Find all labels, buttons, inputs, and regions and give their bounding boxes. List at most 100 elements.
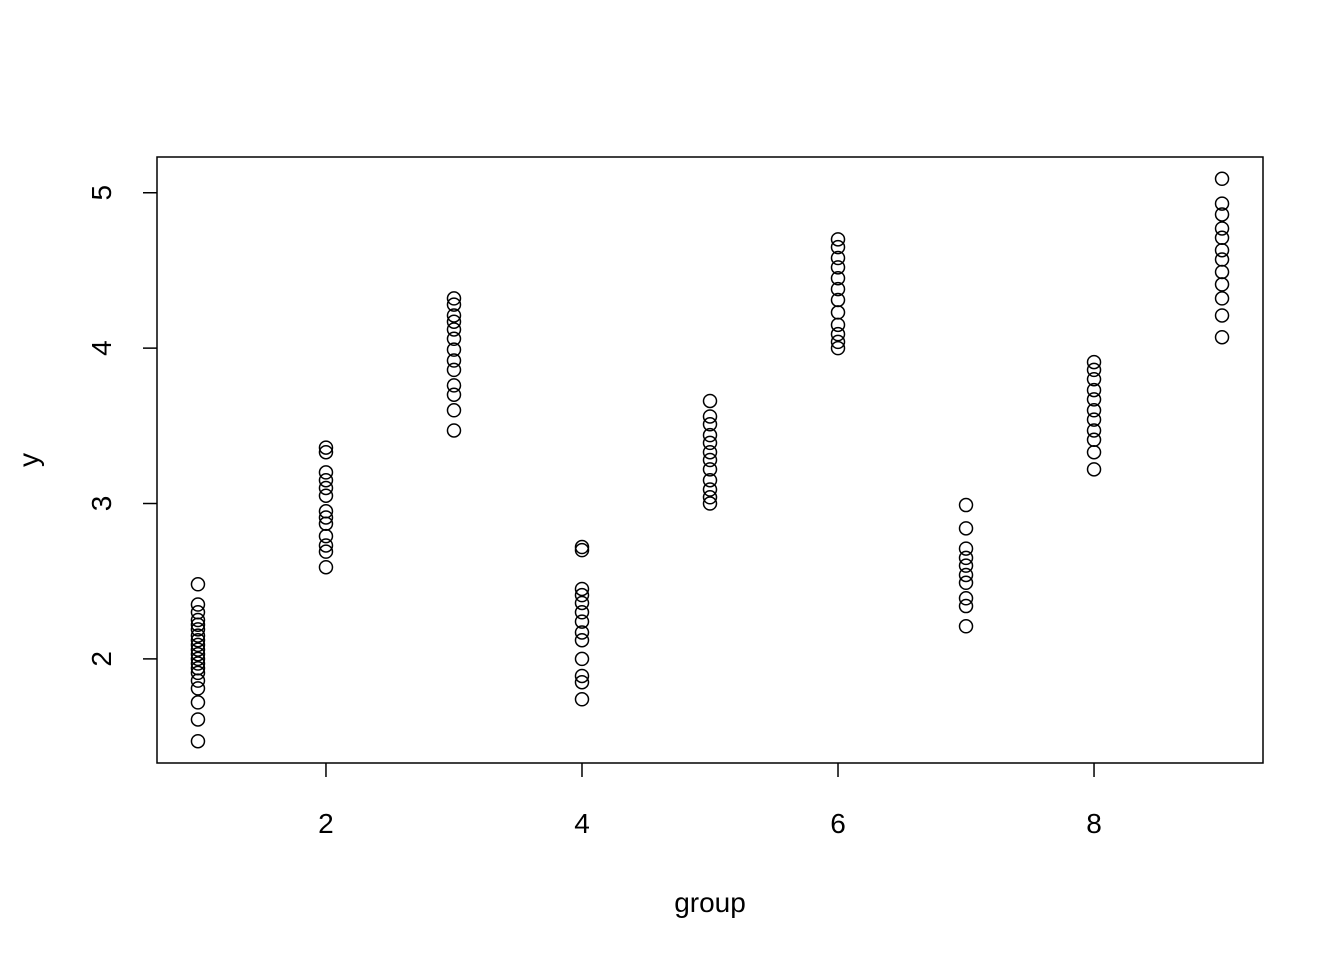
point: [574, 614, 590, 629]
x-tick-label: 2: [318, 808, 334, 839]
point: [446, 308, 462, 323]
point: [190, 597, 206, 612]
x-tick-label: 6: [830, 808, 846, 839]
point: [574, 587, 590, 603]
point: [574, 651, 590, 667]
point: [702, 409, 718, 424]
point: [702, 462, 718, 477]
point: [702, 417, 718, 432]
point: [1086, 392, 1102, 407]
point: [1086, 362, 1102, 378]
point: [702, 435, 718, 451]
point: [958, 521, 974, 536]
point: [318, 510, 334, 525]
point: [1086, 444, 1102, 460]
point: [574, 625, 590, 640]
point: [830, 260, 846, 275]
point: [190, 605, 206, 620]
point: [190, 628, 206, 643]
point: [190, 632, 206, 648]
point: [1214, 329, 1230, 345]
point: [702, 427, 718, 443]
point: [318, 440, 334, 455]
point: [190, 651, 206, 667]
point: [190, 656, 206, 671]
point: [190, 642, 206, 657]
point: [830, 239, 846, 255]
point: [318, 488, 334, 503]
point: [190, 681, 206, 696]
point: [1214, 230, 1230, 246]
point: [830, 305, 846, 320]
point: [190, 733, 206, 749]
point: [830, 326, 846, 342]
point: [446, 322, 462, 337]
point: [958, 598, 974, 614]
point: [446, 331, 462, 347]
y-tick-label: 2: [86, 651, 117, 667]
point: [1086, 371, 1102, 387]
point: [1214, 196, 1230, 211]
point: [958, 591, 974, 606]
y-tick-label: 3: [86, 496, 117, 512]
point: [190, 622, 206, 637]
point: [830, 281, 846, 297]
point: [1214, 171, 1230, 187]
plot-box: [156, 156, 1264, 764]
point: [702, 452, 718, 468]
point: [1214, 242, 1230, 258]
point: [958, 541, 974, 556]
point: [830, 317, 846, 333]
point: [1086, 423, 1102, 438]
point: [702, 444, 718, 460]
point: [702, 393, 718, 409]
point: [190, 617, 206, 632]
point: [1086, 403, 1102, 418]
point: [1086, 432, 1102, 448]
point: [1214, 277, 1230, 292]
x-tick-label: 4: [574, 808, 590, 839]
point: [958, 497, 974, 513]
point: [958, 550, 974, 566]
point: [318, 480, 334, 496]
point: [574, 692, 590, 707]
point: [318, 544, 334, 559]
point: [830, 340, 846, 356]
point: [958, 558, 974, 573]
y-axis-label: y: [13, 453, 44, 467]
point: [958, 567, 974, 583]
point: [574, 539, 590, 555]
point: [830, 250, 846, 266]
point: [1214, 264, 1230, 280]
point: [190, 673, 206, 688]
point: [574, 581, 590, 597]
point: [1214, 252, 1230, 267]
point: [446, 342, 462, 357]
point: [958, 575, 974, 591]
point: [1086, 462, 1102, 477]
point: [446, 314, 462, 329]
y-tick-label: 4: [86, 340, 117, 356]
point: [702, 472, 718, 488]
point: [318, 444, 334, 460]
point: [574, 674, 590, 690]
point: [1214, 207, 1230, 222]
y-tick-label: 5: [86, 185, 117, 201]
x-axis-label: group: [674, 887, 746, 918]
point: [318, 538, 334, 553]
point: [318, 472, 334, 488]
point: [446, 291, 462, 306]
point: [446, 403, 462, 418]
point: [446, 423, 462, 438]
point: [1214, 291, 1230, 306]
point: [318, 528, 334, 544]
point: [574, 668, 590, 684]
point: [574, 632, 590, 648]
point: [574, 542, 590, 558]
point: [446, 387, 462, 402]
point: [190, 577, 206, 592]
point: [702, 490, 718, 505]
point: [446, 353, 462, 368]
point: [190, 695, 206, 710]
